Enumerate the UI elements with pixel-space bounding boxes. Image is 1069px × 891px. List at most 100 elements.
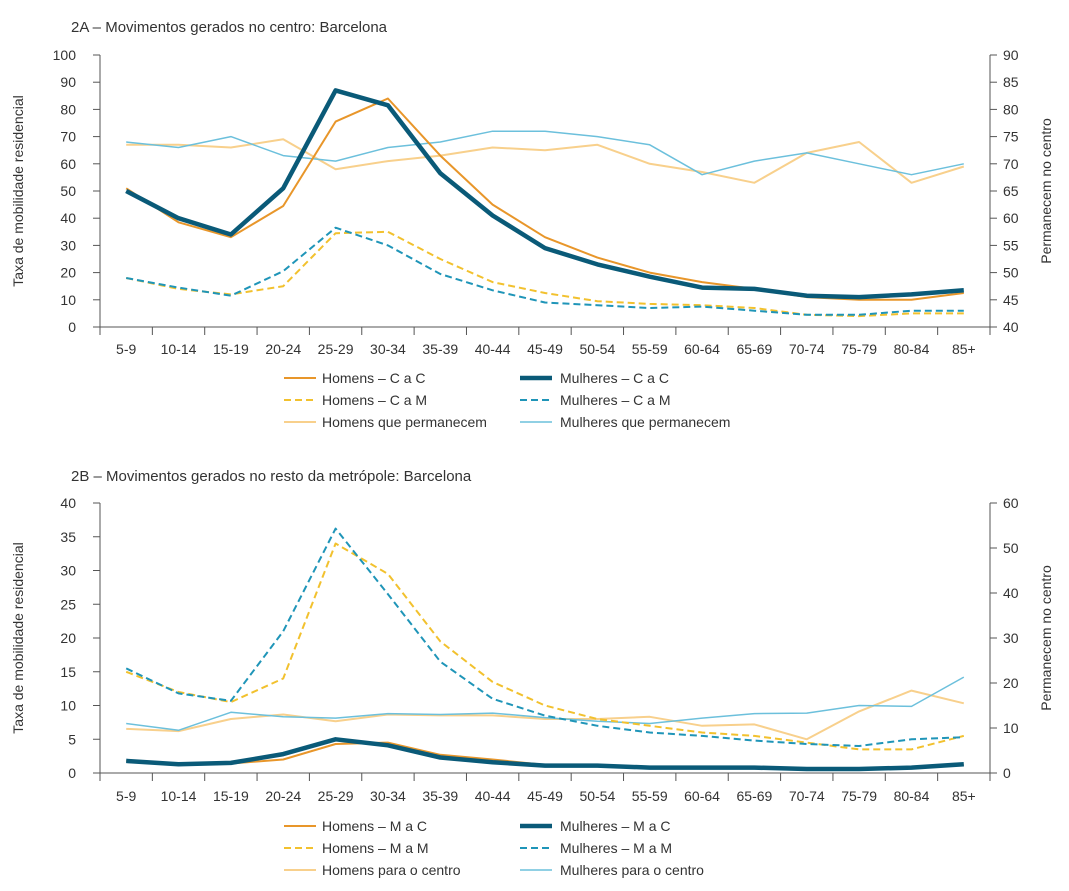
legend: Homens – C a C Mulheres – C a C Homens – C…: [284, 370, 730, 430]
x-tick-label: 35-39: [422, 788, 458, 804]
y-tick-label: 20: [60, 265, 76, 281]
x-tick-label: 15-19: [213, 341, 249, 357]
y2-tick-label: 55: [1003, 237, 1019, 253]
x-axis-ticks: 5-9 10-14 15-19 20-24 25-29 30-34 35-39 40-44 45…: [99, 773, 991, 804]
x-tick-label: 45-49: [527, 341, 563, 357]
y-tick-label: 50: [60, 183, 76, 199]
y-tick-label: 90: [60, 74, 76, 90]
y-axis-label: Taxa de mobilidade residencial: [10, 542, 26, 733]
legend-label: Mulheres para o centro: [560, 862, 704, 878]
legend-label: Mulheres que permanecem: [560, 414, 730, 430]
legend-label: Mulheres – C a M: [560, 392, 670, 408]
x-tick-label: 80-84: [894, 341, 930, 357]
x-tick-label: 75-79: [841, 341, 877, 357]
series-line-3: [126, 226, 964, 316]
series-lines: [125, 527, 965, 772]
x-tick-label: 50-54: [579, 341, 615, 357]
x-axis-ticks: 5-9 10-14 15-19 20-24 25-29 30-34 35-39 40-44 45…: [99, 327, 991, 357]
series-lines: [125, 88, 965, 318]
y-tick-label: 40: [60, 495, 76, 511]
x-tick-label: 15-19: [213, 788, 249, 804]
y-tick-label: 30: [60, 563, 76, 579]
y-axis-ticks: 0 5 10 15 20 25 30 35 40: [60, 495, 100, 781]
x-tick-label: 65-69: [737, 788, 773, 804]
y2-tick-label: 0: [1003, 765, 1011, 781]
y2-tick-label: 65: [1003, 183, 1019, 199]
x-tick-label: 75-79: [841, 788, 877, 804]
y-tick-label: 10: [60, 698, 76, 714]
x-tick-label: 40-44: [475, 341, 511, 357]
y-tick-label: 0: [68, 319, 76, 335]
series-line-4: [126, 689, 965, 741]
series-line-2: [125, 230, 964, 318]
legend-label: Homens – M a C: [322, 818, 427, 834]
x-tick-label: 35-39: [422, 341, 458, 357]
legend-label: Mulheres – C a C: [560, 370, 669, 386]
chart-title: 2A – Movimentos gerados no centro: Barce…: [71, 19, 388, 36]
x-tick-label: 50-54: [579, 788, 615, 804]
axes: [99, 55, 991, 328]
legend: Homens – M a C Mulheres – M a C Homens – M…: [284, 818, 704, 878]
y-axis-label: Taxa de mobilidade residencial: [10, 95, 26, 286]
series-line-4: [126, 138, 965, 184]
y2-axis-ticks: 40 45 50 55 60 65 70 75 80 85 90: [990, 47, 1019, 335]
series-line-1: [126, 737, 964, 772]
x-tick-label: 85+: [952, 341, 976, 357]
x-tick-label: 55-59: [632, 788, 668, 804]
y-tick-label: 100: [53, 47, 77, 63]
x-tick-label: 5-9: [116, 788, 136, 804]
y-tick-label: 5: [68, 731, 76, 747]
axes: [99, 503, 991, 774]
y-tick-label: 60: [60, 156, 76, 172]
y2-tick-label: 40: [1003, 319, 1019, 335]
x-tick-label: 70-74: [789, 341, 825, 357]
y2-axis-label: Permanecem no centro: [1038, 565, 1054, 711]
legend-label: Homens – C a C: [322, 370, 425, 386]
y-tick-label: 30: [60, 237, 76, 253]
x-tick-label: 5-9: [116, 341, 136, 357]
legend-label: Homens para o centro: [322, 862, 461, 878]
y-tick-label: 15: [60, 664, 76, 680]
x-tick-label: 20-24: [265, 788, 301, 804]
y-tick-label: 25: [60, 596, 76, 612]
x-tick-label: 60-64: [684, 788, 720, 804]
y2-tick-label: 30: [1003, 630, 1019, 646]
y-tick-label: 40: [60, 210, 76, 226]
y2-tick-label: 80: [1003, 101, 1019, 117]
x-tick-label: 55-59: [632, 341, 668, 357]
series-line-3: [125, 527, 964, 747]
y2-tick-label: 50: [1003, 265, 1019, 281]
chart-title: 2B – Movimentos gerados no resto da metr…: [71, 468, 472, 485]
y-tick-label: 10: [60, 292, 76, 308]
x-tick-label: 45-49: [527, 788, 563, 804]
x-tick-label: 70-74: [789, 788, 825, 804]
x-tick-label: 60-64: [684, 341, 720, 357]
x-tick-label: 10-14: [161, 788, 197, 804]
y2-tick-label: 60: [1003, 495, 1019, 511]
y2-tick-label: 75: [1003, 129, 1019, 145]
y2-axis-ticks: 0 10 20 30 40 50 60: [990, 495, 1019, 781]
x-tick-label: 65-69: [737, 341, 773, 357]
series-line-0: [125, 97, 964, 301]
x-tick-label: 25-29: [318, 788, 354, 804]
y2-tick-label: 45: [1003, 292, 1019, 308]
y2-tick-label: 20: [1003, 675, 1019, 691]
legend-label: Mulheres – M a C: [560, 818, 670, 834]
y-tick-label: 70: [60, 129, 76, 145]
y2-tick-label: 60: [1003, 210, 1019, 226]
x-tick-label: 80-84: [894, 788, 930, 804]
y2-tick-label: 10: [1003, 720, 1019, 736]
chart-2b: 2B – Movimentos gerados no resto da metr…: [10, 468, 1054, 878]
y-axis-ticks: 0 10 20 30 40 50 60 70 80 90 100: [53, 47, 100, 335]
y2-axis-label: Permanecem no centro: [1038, 118, 1054, 264]
y-tick-label: 35: [60, 529, 76, 545]
y2-tick-label: 40: [1003, 585, 1019, 601]
y-tick-label: 80: [60, 101, 76, 117]
y2-tick-label: 90: [1003, 47, 1019, 63]
x-tick-label: 40-44: [475, 788, 511, 804]
y-tick-label: 0: [68, 765, 76, 781]
y2-tick-label: 85: [1003, 74, 1019, 90]
x-tick-label: 85+: [952, 788, 976, 804]
legend-label: Homens que permanecem: [322, 414, 487, 430]
